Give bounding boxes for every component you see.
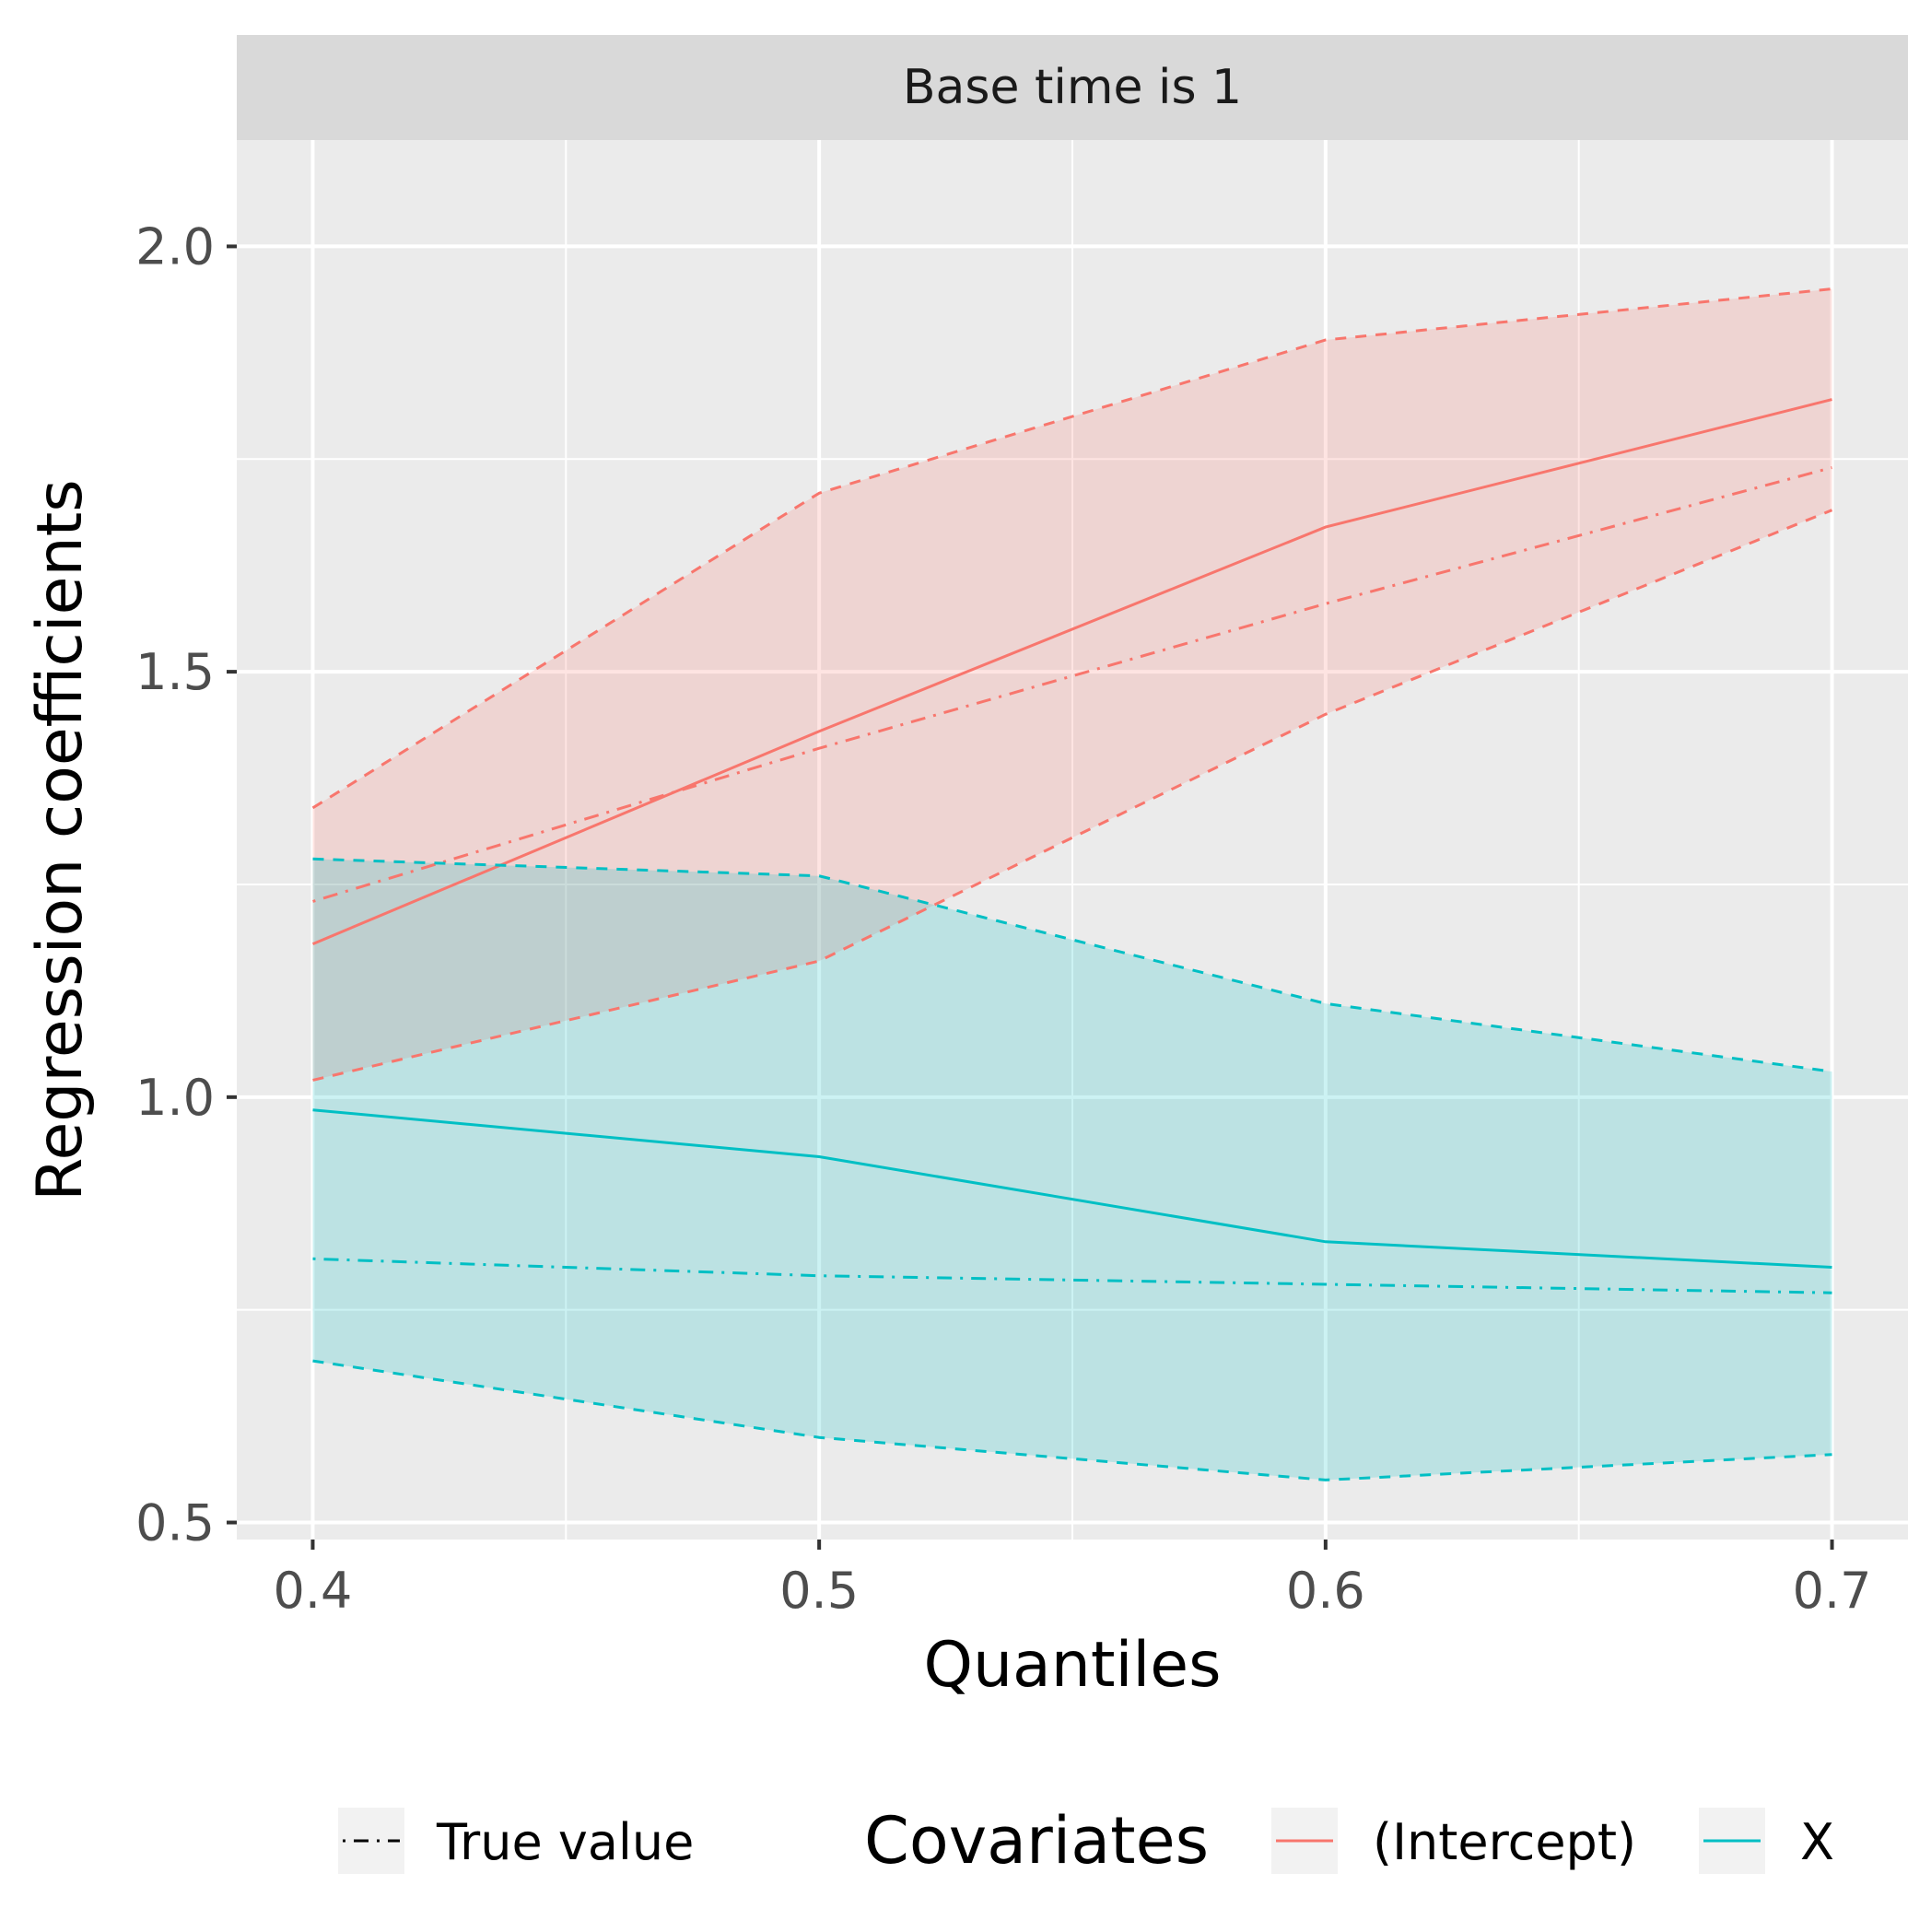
legend-covariates-title: Covariates [864,1803,1209,1879]
axes: 0.5 1.0 1.5 2.0 0.4 0.5 0.6 0.7 [135,217,1871,1620]
legend: True value Covariates (Intercept) X [338,1803,1834,1879]
ribbon-intercept [312,288,1832,1081]
upper-bound-x [312,857,1832,1073]
y-tick-label: 1.5 [135,643,215,701]
ribbon-x [312,859,1832,1481]
series-lines [311,287,1833,1481]
true-value-line-intercept [312,466,1832,903]
x-tick-label: 0.5 [779,1562,859,1620]
upper-bound-intercept [311,287,1832,810]
confidence-ribbons [312,288,1832,1481]
grid-minor [237,140,1908,1540]
y-tick-label: 0.5 [135,1494,215,1552]
legend-x-label: X [1800,1813,1834,1871]
legend-true-value-label: True value [436,1813,694,1871]
y-axis-title: Regression coefficients [24,479,97,1200]
facet-label: Base time is 1 [903,60,1242,115]
x-axis-title: Quantiles [923,1629,1221,1702]
x-tick-label: 0.6 [1286,1562,1365,1620]
grid-major [237,140,1908,1540]
y-tick-label: 2.0 [135,217,215,275]
legend-intercept-label: (Intercept) [1373,1813,1636,1871]
estimate-line-x [312,1108,1832,1269]
true-value-line-x [312,1257,1832,1294]
estimate-line-intercept [311,398,1832,945]
x-tick-label: 0.7 [1793,1562,1872,1620]
y-tick-label: 1.0 [135,1069,215,1127]
facet-strip [237,35,1908,140]
x-tick-label: 0.4 [274,1562,353,1620]
